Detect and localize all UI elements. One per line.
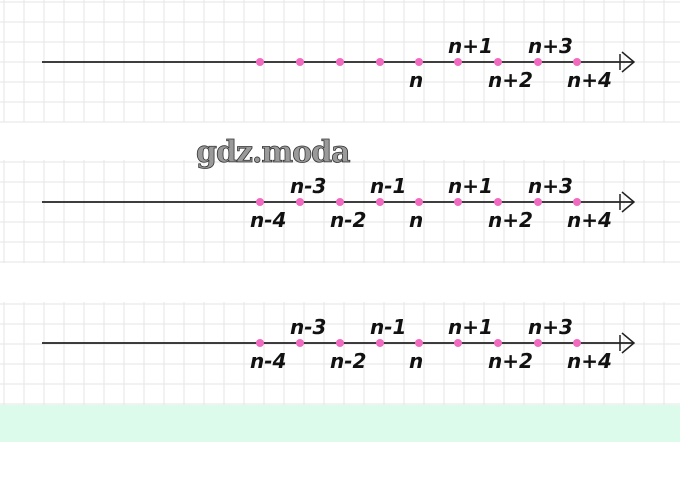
point-label: n+4 — [567, 208, 612, 232]
point-label: n-1 — [370, 315, 406, 339]
point-label: n — [409, 208, 423, 232]
point-marker — [534, 58, 542, 66]
point-label: n+1 — [448, 174, 493, 198]
point-label: n — [409, 349, 423, 373]
number-line: n-4n-3n-2n-1n n+1 n+2 n+3 n+4 — [42, 174, 636, 232]
point-marker — [376, 198, 384, 206]
watermark-logo: gdz.moda — [196, 135, 350, 170]
point-label: n-2 — [330, 349, 366, 373]
point-marker — [415, 339, 423, 347]
point-label: n-2 — [330, 208, 366, 232]
point-marker — [494, 339, 502, 347]
point-label: n+2 — [488, 208, 533, 232]
point-label: n-3 — [290, 174, 326, 198]
point-marker — [336, 339, 344, 347]
number-line: n n+1 n+2 n+3 n+4 — [42, 34, 636, 92]
point-marker — [256, 58, 264, 66]
point-label: n+3 — [528, 315, 573, 339]
mint-band — [0, 405, 680, 442]
point-marker — [336, 58, 344, 66]
point-marker — [296, 339, 304, 347]
grid-band — [0, 302, 680, 405]
point-label: n-4 — [250, 349, 286, 373]
point-label: n — [409, 68, 423, 92]
arrow-head-icon — [621, 332, 636, 354]
arrow-head-icon — [621, 51, 636, 73]
point-label: n+2 — [488, 68, 533, 92]
point-marker — [454, 339, 462, 347]
point-marker — [376, 58, 384, 66]
point-marker — [296, 58, 304, 66]
point-marker — [256, 339, 264, 347]
point-label: n+1 — [448, 34, 493, 58]
point-label: n+4 — [567, 349, 612, 373]
point-marker — [573, 58, 581, 66]
point-label: n+1 — [448, 315, 493, 339]
point-label: n-4 — [250, 208, 286, 232]
point-marker — [494, 198, 502, 206]
point-label: n+2 — [488, 349, 533, 373]
point-label: n+3 — [528, 34, 573, 58]
arrow-head-icon — [621, 191, 636, 213]
point-marker — [415, 58, 423, 66]
point-marker — [534, 198, 542, 206]
point-marker — [376, 339, 384, 347]
point-marker — [573, 339, 581, 347]
point-marker — [296, 198, 304, 206]
point-marker — [415, 198, 423, 206]
point-marker — [336, 198, 344, 206]
point-marker — [573, 198, 581, 206]
point-marker — [454, 198, 462, 206]
point-marker — [494, 58, 502, 66]
number-lines: nn+1n+2n+3n+4n-4n-3n-2n-1nn+1n+2n+3n+4n-… — [42, 34, 636, 373]
point-label: n-3 — [290, 315, 326, 339]
point-label: n+3 — [528, 174, 573, 198]
number-line: n-4n-3n-2n-1n n+1 n+2 n+3 n+4 — [42, 315, 636, 373]
point-marker — [454, 58, 462, 66]
point-marker — [534, 339, 542, 347]
point-label: n-1 — [370, 174, 406, 198]
point-marker — [256, 198, 264, 206]
point-label: n+4 — [567, 68, 612, 92]
